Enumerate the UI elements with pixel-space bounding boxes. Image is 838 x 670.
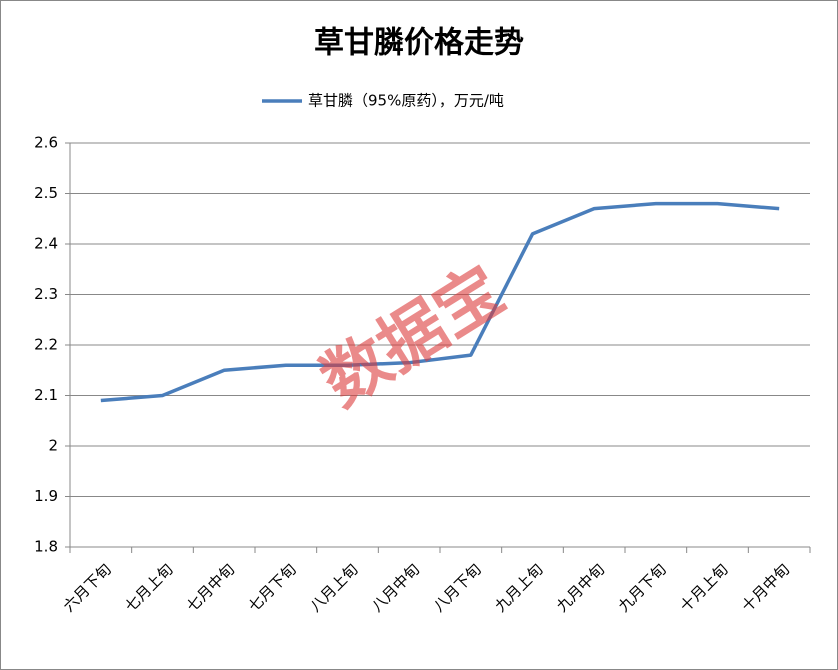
y-tick-label: 2.5 — [34, 184, 58, 202]
line-series — [100, 201, 780, 403]
y-tick-label: 2.1 — [34, 386, 58, 404]
y-tick-label: 1.8 — [34, 538, 58, 556]
y-tick-label: 1.9 — [34, 487, 58, 505]
y-tick-label: 2 — [48, 437, 58, 455]
legend-label: 草甘膦（95%原药），万元/吨 — [308, 92, 504, 110]
y-tick-label: 2.6 — [34, 134, 58, 152]
y-tick-label: 2.4 — [34, 235, 58, 253]
y-tick-label: 2.3 — [34, 285, 58, 303]
y-tick-label: 2.2 — [34, 336, 58, 354]
chart-title: 草甘膦价格走势 — [314, 26, 524, 61]
